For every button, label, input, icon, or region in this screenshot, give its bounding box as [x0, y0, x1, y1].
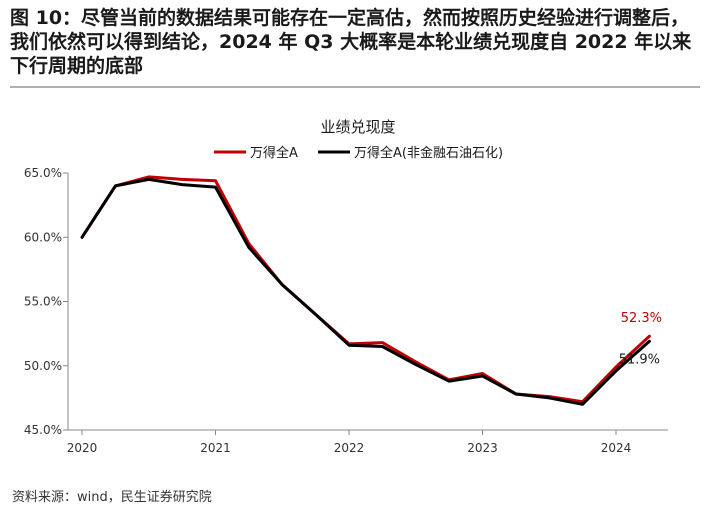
figure-title: 图 10：尽管当前的数据结果可能存在一定高估，然而按照历史经验进行调整后，我们依… — [10, 7, 692, 77]
y-axis-ticks: 45.0% 50.0% 55.0% 60.0% 65.0% — [24, 166, 68, 437]
y-tick-label: 45.0% — [24, 423, 62, 437]
source-note: 资料来源：wind，民生证券研究院 — [12, 490, 212, 505]
series-line-2 — [80, 177, 651, 406]
x-axis-ticks: 2020 2021 2022 2023 2024 — [67, 430, 632, 455]
series-line-1 — [80, 175, 651, 404]
annotations: 52.3% 51.9% — [619, 311, 662, 367]
x-tick-label: 2023 — [467, 441, 498, 455]
title-divider — [10, 86, 700, 88]
y-tick-label: 50.0% — [24, 359, 62, 373]
chart-title: 业绩兑现度 — [320, 118, 395, 136]
legend-label-series-2: 万得全A(非金融石油石化) — [354, 145, 503, 161]
y-tick-label: 65.0% — [24, 166, 62, 180]
chart-svg: 业绩兑现度 万得全A 万得全A(非金融石油石化) 45.0% 50.0% 55.0%… — [24, 118, 668, 455]
data-label-series-1: 52.3% — [621, 311, 662, 326]
data-label-series-2: 51.9% — [619, 352, 660, 367]
x-tick-label: 2024 — [601, 441, 632, 455]
x-tick-label: 2020 — [67, 441, 98, 455]
series-lines — [80, 175, 651, 406]
legend: 万得全A 万得全A(非金融石油石化) — [214, 145, 503, 161]
x-tick-label: 2021 — [200, 441, 231, 455]
y-tick-label: 60.0% — [24, 230, 62, 244]
y-tick-label: 55.0% — [24, 295, 62, 309]
legend-label-series-1: 万得全A — [250, 145, 298, 161]
x-tick-label: 2022 — [334, 441, 365, 455]
